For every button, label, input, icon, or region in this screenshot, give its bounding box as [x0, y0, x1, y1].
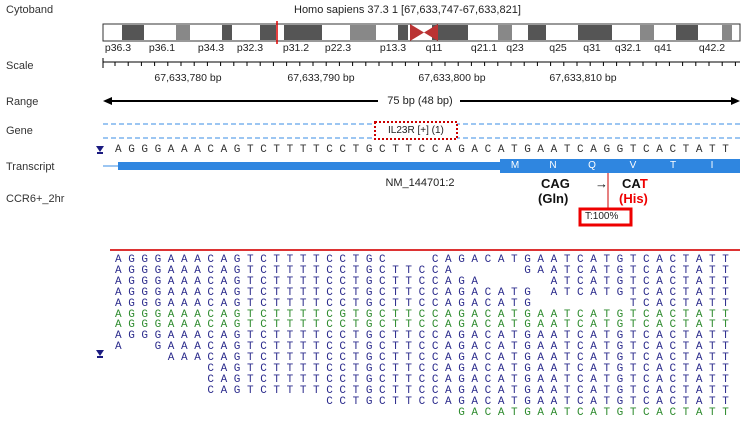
- amino-acid: N: [549, 160, 557, 171]
- scale-minor-ticks: [114, 62, 736, 66]
- read-marker: [97, 356, 103, 358]
- read: CAGTCTTTTCCTGCTTCCAGACATGAATCATGTCACTATT: [115, 384, 736, 397]
- read: AGGGAAACAGTCTTTTCGTGCTTCCAGACATGAATCATGT…: [115, 308, 736, 321]
- cytoband-title: Homo sapiens 37.3 1 [67,633,747-67,633,8…: [294, 4, 521, 16]
- utr: [118, 162, 500, 170]
- band-label: q21.1: [470, 42, 498, 54]
- read: AGGGAAACAGTCTTTTCCTGCTTCCAGACATG ATCATGT…: [115, 286, 736, 299]
- read: GACATGAATCATGTCACTATT: [115, 406, 736, 419]
- band-label: p31.2: [282, 42, 310, 54]
- read: AGGGAAACAGTCTTTTCCTGCTTCCAGA ATCATGTCACT…: [115, 275, 736, 288]
- read: CAGTCTTTTCCTGCTTCCAGACATGAATCATGTCACTATT: [115, 363, 736, 375]
- read: CCTGCTTCCAGACATGAATCATGTCACTATT: [115, 395, 736, 408]
- amino-acid: T: [669, 160, 677, 171]
- alt-base: T: [639, 176, 648, 191]
- ref-marker: [97, 152, 103, 154]
- read: AGGGAAACAGTCTTTTCCTGC CAGACATGAATCATGTCA…: [115, 254, 736, 266]
- range-arrow: [731, 97, 740, 105]
- scale-label: 67,633,800 bp: [418, 72, 486, 84]
- ref-codon: CAG: [541, 176, 570, 191]
- band-label: p22.3: [324, 42, 352, 54]
- read: A GAAACAGTCTTTTCCTGCTTCCAGACATGAATCATGTC…: [115, 341, 736, 354]
- scale-label: 67,633,780 bp: [154, 72, 222, 84]
- transcript-name: NM_144701:2: [385, 177, 455, 189]
- track-label: Cytoband: [6, 4, 54, 16]
- band-label: q11: [425, 42, 443, 54]
- range-arrow: [103, 97, 112, 105]
- band-label: q25: [549, 42, 567, 54]
- scale-label: 67,633,790 bp: [287, 72, 355, 84]
- track-label: Gene: [6, 125, 33, 137]
- frequency-box: [578, 207, 633, 227]
- amino-acid: I: [710, 160, 714, 171]
- frequency: T:100%: [585, 211, 619, 222]
- band-label: p36.1: [148, 42, 176, 54]
- scale-label: 67,633,810 bp: [549, 72, 617, 84]
- band-label: p34.3: [197, 42, 225, 54]
- range-label: 75 bp (48 bp): [387, 95, 453, 107]
- ref-amino-acid: (Gln): [538, 191, 569, 206]
- band-label: q31: [583, 42, 601, 54]
- band-label: q41: [654, 42, 672, 54]
- track-label: CCR6+_2hr: [6, 193, 65, 205]
- track-label: Scale: [6, 60, 34, 72]
- gene-label: IL23R [+] (1): [388, 125, 444, 136]
- read: AGGGAAACAGTCTTTTCCTGCTTCCAGACATGAATCATGT…: [115, 319, 736, 332]
- alt-codon-start: CA: [622, 176, 640, 191]
- read: AGGGAAACAGTCTTTTCCTGCTTCCAGACATGAATCATGT…: [115, 330, 736, 343]
- alt-codon: CAT: [622, 176, 648, 191]
- centromere: [424, 24, 438, 41]
- band-label: q42.2: [698, 42, 726, 54]
- amino-acid: Q: [588, 160, 596, 171]
- read: AAACAGTCTTTTCCTGCTTCCAGACATGAATCATGTCACT…: [115, 352, 736, 365]
- alt-amino-acid: (His): [619, 191, 648, 206]
- centromere: [410, 24, 424, 41]
- band-label: p13.3: [379, 42, 407, 54]
- read-marker: [96, 350, 104, 356]
- track-label: Transcript: [6, 161, 55, 173]
- track-label: Range: [6, 96, 39, 108]
- amino-acid: M: [510, 160, 520, 171]
- amino-acid: V: [629, 160, 637, 171]
- band-label: p32.3: [236, 42, 264, 54]
- reference-sequence: AGGGAAACAGTCTTTTCCTGCTTCCAGACATGAATCAGGT…: [115, 144, 736, 156]
- band-label: q32.1: [614, 42, 642, 54]
- band-label: p36.3: [104, 42, 132, 54]
- coding-exon: [500, 159, 740, 173]
- gene-highlight: [374, 121, 458, 140]
- read: AGGGAAACAGTCTTTTCCTGCTTCCAGACATG TCACTAT…: [115, 297, 736, 310]
- arrow: →: [595, 176, 608, 191]
- ref-marker: [96, 146, 104, 152]
- read: AGGGAAACAGTCTTTTCCTGCTTCCA GAATCATGTCACT…: [115, 264, 736, 277]
- band-label: q23: [506, 42, 524, 54]
- ideogram-bands: [122, 25, 732, 40]
- read: CAGTCTTTTCCTGCTTCCAGACATGAATCATGTCACTATT: [115, 373, 736, 386]
